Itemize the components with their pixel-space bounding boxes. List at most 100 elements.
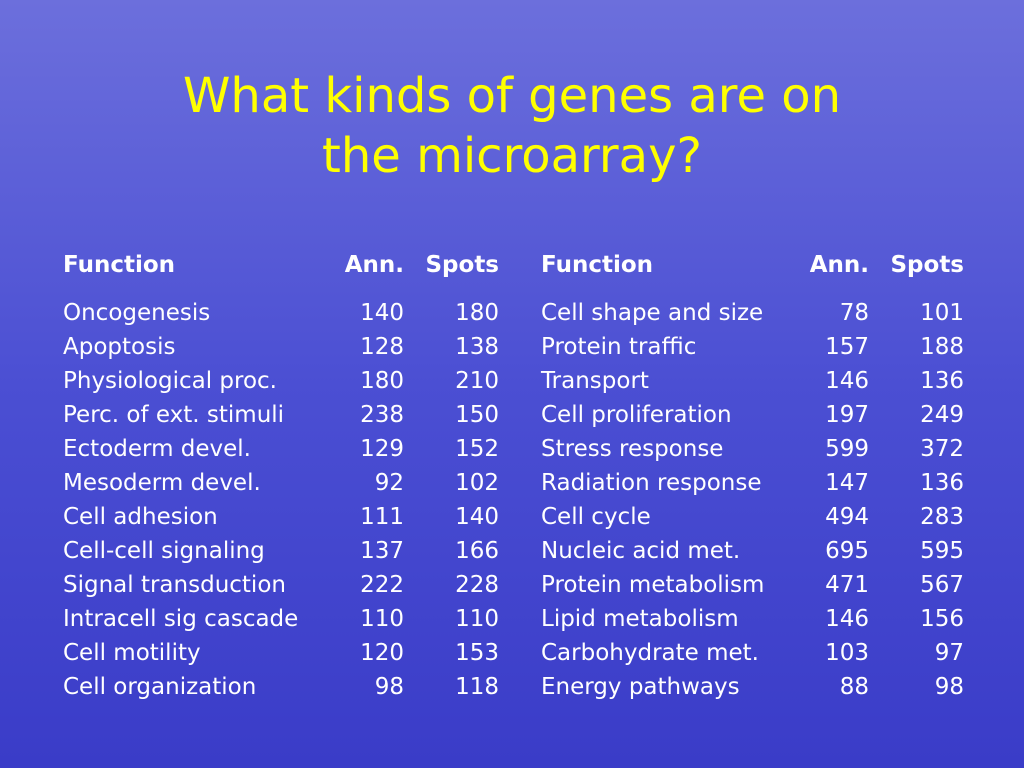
function-cell: Mesoderm devel. (63, 470, 261, 496)
function-cell: Perc. of ext. stimuli (63, 402, 285, 428)
spots-cell: 228 (455, 572, 499, 598)
ann-cell: 599 (825, 436, 869, 462)
table-row: Mesoderm devel. 92 102 (63, 466, 499, 500)
table-row: Energy pathways 88 98 (541, 670, 964, 704)
spots-cell: 152 (455, 436, 499, 462)
table-row: Cell motility 120 153 (63, 636, 499, 670)
ann-cell: 197 (825, 402, 869, 428)
spots-cell: 101 (920, 300, 964, 326)
spots-cell: 153 (455, 640, 499, 666)
spots-cell: 567 (920, 572, 964, 598)
title-line-1: What kinds of genes are on (182, 68, 842, 124)
table-row: Apoptosis 128 138 (63, 330, 499, 364)
table-row: Radiation response 147 136 (541, 466, 964, 500)
spots-cell: 156 (920, 606, 964, 632)
ann-cell: 157 (825, 334, 869, 360)
header-function: Function (541, 252, 654, 278)
spots-cell: 102 (455, 470, 499, 496)
spots-cell: 283 (920, 504, 964, 530)
spots-cell: 595 (920, 538, 964, 564)
gene-function-table-left: Function Ann. Spots Oncogenesis 140 180 Apo… (63, 250, 499, 704)
ann-cell: 238 (360, 402, 404, 428)
ann-cell: 146 (825, 368, 869, 394)
spots-cell: 188 (920, 334, 964, 360)
ann-cell: 695 (825, 538, 869, 564)
ann-cell: 78 (839, 300, 869, 326)
function-cell: Signal transduction (63, 572, 286, 598)
spots-cell: 97 (934, 640, 964, 666)
function-cell: Carbohydrate met. (541, 640, 759, 666)
ann-cell: 110 (360, 606, 404, 632)
function-cell: Nucleic acid met. (541, 538, 741, 564)
spots-cell: 136 (920, 470, 964, 496)
spots-cell: 210 (455, 368, 499, 394)
table-header-row: Function Ann. Spots (63, 250, 499, 296)
ann-cell: 137 (360, 538, 404, 564)
function-cell: Cell-cell signaling (63, 538, 265, 564)
table-row: Cell shape and size 78 101 (541, 296, 964, 330)
ann-cell: 146 (825, 606, 869, 632)
table-row: Stress response 599 372 (541, 432, 964, 466)
ann-cell: 222 (360, 572, 404, 598)
header-ann: Ann. (344, 252, 404, 278)
spots-cell: 140 (455, 504, 499, 530)
header-spots: Spots (425, 252, 499, 278)
header-function: Function (63, 252, 176, 278)
ann-cell: 129 (360, 436, 404, 462)
ann-cell: 111 (360, 504, 404, 530)
table-row: Cell adhesion 111 140 (63, 500, 499, 534)
table-row: Cell proliferation 197 249 (541, 398, 964, 432)
ann-cell: 92 (374, 470, 404, 496)
spots-cell: 249 (920, 402, 964, 428)
slide-title: What kinds of genes are on the microarra… (0, 66, 1024, 186)
ann-cell: 140 (360, 300, 404, 326)
table-row: Physiological proc. 180 210 (63, 364, 499, 398)
ann-cell: 180 (360, 368, 404, 394)
function-cell: Radiation response (541, 470, 762, 496)
ann-cell: 98 (374, 674, 404, 700)
header-spots: Spots (890, 252, 964, 278)
gene-function-table-right: Function Ann. Spots Cell shape and size 7… (541, 250, 964, 704)
table-row: Protein metabolism 471 567 (541, 568, 964, 602)
table-header-row: Function Ann. Spots (541, 250, 964, 296)
function-cell: Energy pathways (541, 674, 740, 700)
function-cell: Transport (541, 368, 649, 394)
table-row: Transport 146 136 (541, 364, 964, 398)
table-row: Ectoderm devel. 129 152 (63, 432, 499, 466)
spots-cell: 118 (455, 674, 499, 700)
title-line-2: the microarray? (322, 128, 702, 184)
function-cell: Cell cycle (541, 504, 651, 530)
header-ann: Ann. (809, 252, 869, 278)
function-cell: Stress response (541, 436, 724, 462)
table-row: Signal transduction 222 228 (63, 568, 499, 602)
table-row: Cell cycle 494 283 (541, 500, 964, 534)
spots-cell: 110 (455, 606, 499, 632)
spots-cell: 180 (455, 300, 499, 326)
table-row: Protein traffic 157 188 (541, 330, 964, 364)
table-row: Nucleic acid met. 695 595 (541, 534, 964, 568)
table-row: Oncogenesis 140 180 (63, 296, 499, 330)
function-cell: Cell shape and size (541, 300, 764, 326)
function-cell: Cell adhesion (63, 504, 218, 530)
ann-cell: 147 (825, 470, 869, 496)
spots-cell: 136 (920, 368, 964, 394)
function-cell: Protein traffic (541, 334, 697, 360)
spots-cell: 98 (934, 674, 964, 700)
function-cell: Protein metabolism (541, 572, 765, 598)
ann-cell: 120 (360, 640, 404, 666)
function-cell: Cell organization (63, 674, 257, 700)
ann-cell: 494 (825, 504, 869, 530)
ann-cell: 471 (825, 572, 869, 598)
table-row: Carbohydrate met. 103 97 (541, 636, 964, 670)
function-cell: Intracell sig cascade (63, 606, 299, 632)
table-row: Lipid metabolism 146 156 (541, 602, 964, 636)
ann-cell: 88 (839, 674, 869, 700)
spots-cell: 372 (920, 436, 964, 462)
ann-cell: 103 (825, 640, 869, 666)
function-cell: Ectoderm devel. (63, 436, 251, 462)
ann-cell: 128 (360, 334, 404, 360)
table-row: Cell-cell signaling 137 166 (63, 534, 499, 568)
function-cell: Physiological proc. (63, 368, 277, 394)
spots-cell: 138 (455, 334, 499, 360)
function-cell: Lipid metabolism (541, 606, 739, 632)
